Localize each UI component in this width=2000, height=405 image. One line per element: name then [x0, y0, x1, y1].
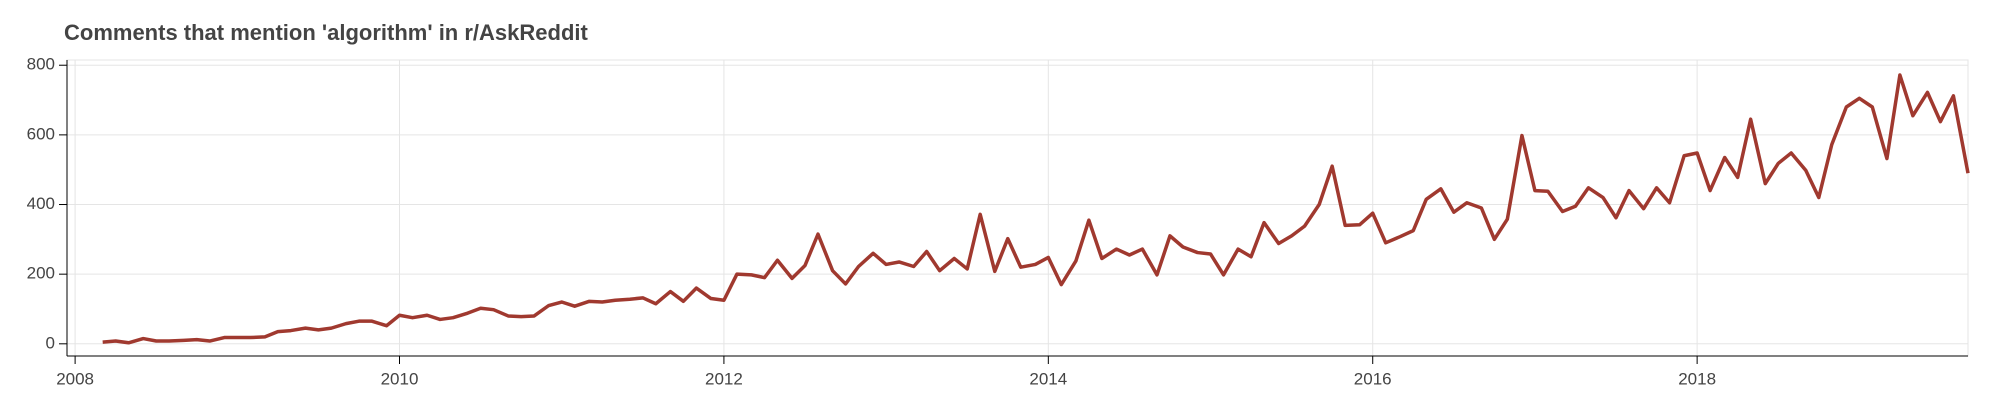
data-line	[102, 73, 1970, 345]
x-tick-label: 2012	[705, 369, 743, 388]
plot-frame	[66, 59, 1969, 357]
y-tick-label: 0	[46, 333, 55, 352]
x-tick-label: 2010	[381, 369, 419, 388]
y-tick-label: 800	[27, 55, 55, 74]
x-tick-label: 2008	[56, 369, 94, 388]
x-tick-label: 2018	[1678, 369, 1716, 388]
x-tick-label: 2016	[1354, 369, 1392, 388]
y-tick-label: 400	[27, 194, 55, 213]
y-tick-label: 600	[27, 124, 55, 143]
chart-title: Comments that mention 'algorithm' in r/A…	[64, 20, 589, 45]
x-tick-label: 2014	[1029, 369, 1067, 388]
y-tick-label: 200	[27, 264, 55, 283]
